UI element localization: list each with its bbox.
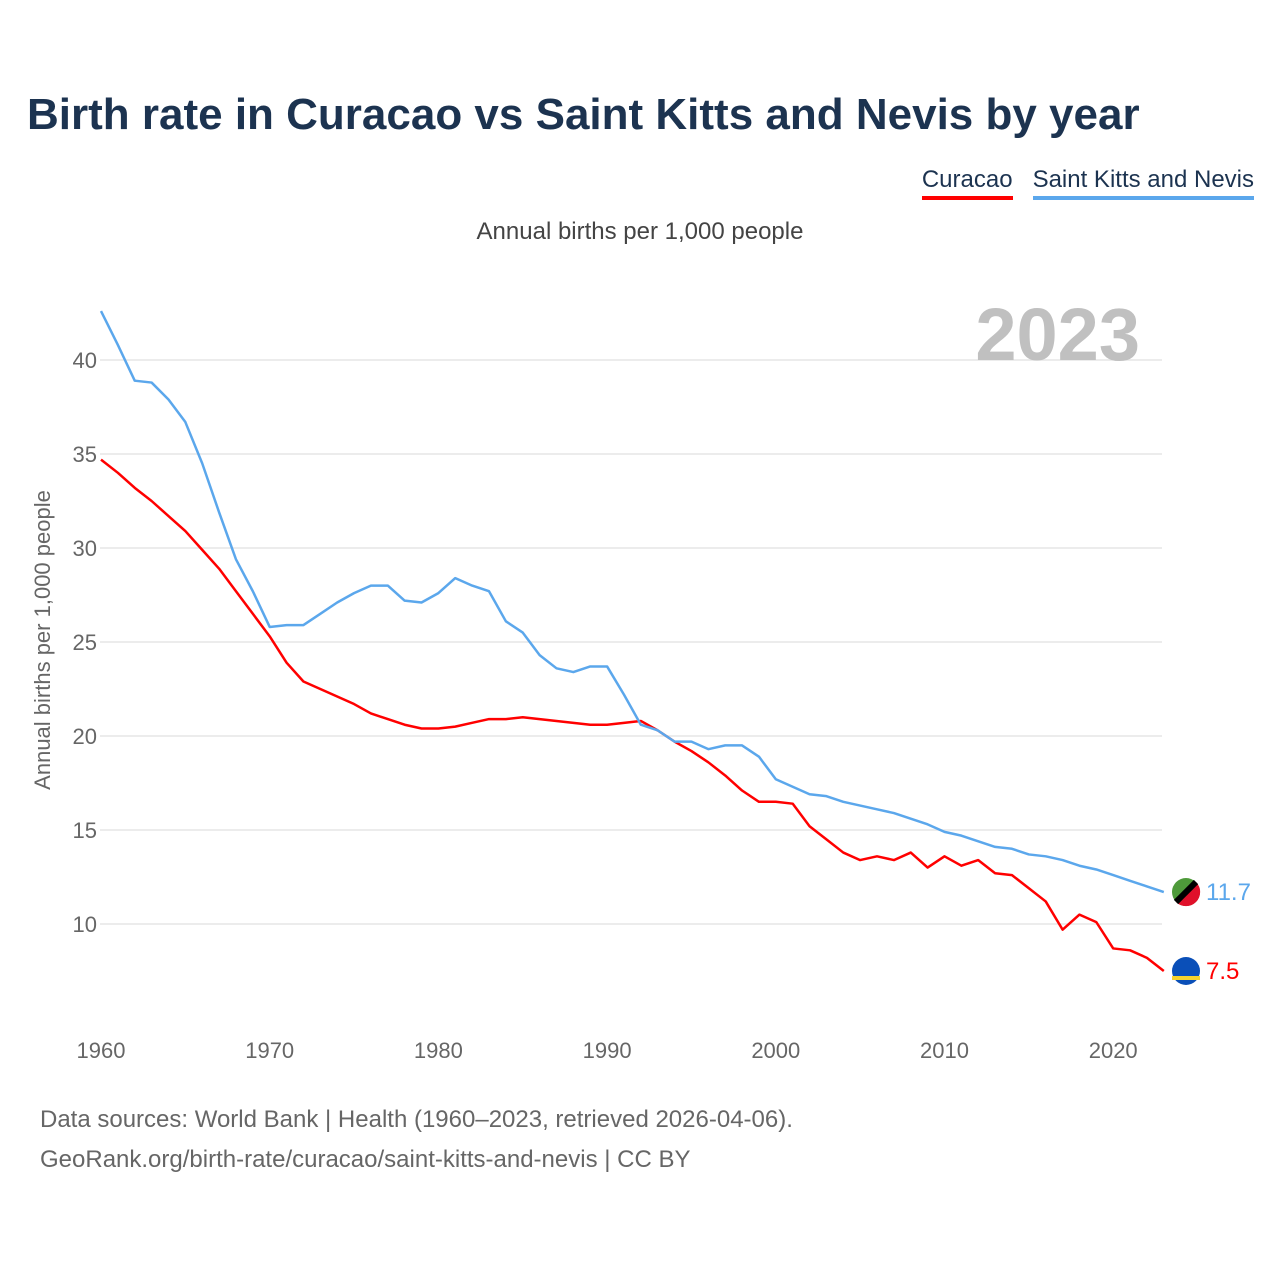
end-value-label: 7.5 bbox=[1206, 958, 1239, 985]
chart-subtitle: Annual births per 1,000 people bbox=[476, 218, 804, 245]
x-tick-label: 1980 bbox=[414, 1038, 463, 1063]
x-tick-label: 1970 bbox=[245, 1038, 294, 1063]
y-tick-label: 30 bbox=[73, 536, 97, 561]
legend: Curacao Saint Kitts and Nevis bbox=[921, 166, 1254, 200]
legend-item-curacao[interactable]: Curacao bbox=[921, 166, 1013, 200]
series-line-saint-kitts-and-nevis bbox=[99, 310, 1165, 894]
x-tick-label: 2000 bbox=[751, 1038, 800, 1063]
footer-url[interactable]: GeoRank.org/birth-rate/curacao/saint-kit… bbox=[40, 1146, 691, 1173]
y-tick-label: 15 bbox=[73, 818, 97, 843]
legend-item-saint-kitts-and-nevis[interactable]: Saint Kitts and Nevis bbox=[1032, 166, 1254, 200]
footer-sources: Data sources: World Bank | Health (1960–… bbox=[40, 1106, 793, 1133]
chart-title: Birth rate in Curacao vs Saint Kitts and… bbox=[27, 90, 1140, 139]
y-axis-label: Annual births per 1,000 people bbox=[30, 490, 55, 790]
x-tick-label: 2020 bbox=[1089, 1038, 1138, 1063]
flag-stripe bbox=[1173, 879, 1199, 905]
series-line-curacao bbox=[100, 458, 1165, 972]
end-value-label: 11.7 bbox=[1206, 879, 1251, 906]
y-tick-label: 25 bbox=[73, 630, 97, 655]
y-tick-label: 10 bbox=[73, 912, 97, 937]
year-watermark: 2023 bbox=[975, 293, 1140, 376]
flag-stripe bbox=[1172, 976, 1200, 980]
x-tick-label: 1990 bbox=[583, 1038, 632, 1063]
curacao-flag-icon bbox=[1172, 957, 1200, 985]
x-tick-label: 2010 bbox=[920, 1038, 969, 1063]
y-tick-label: 20 bbox=[73, 724, 97, 749]
y-tick-label: 35 bbox=[73, 442, 97, 467]
x-tick-label: 1960 bbox=[77, 1038, 126, 1063]
y-tick-label: 40 bbox=[73, 348, 97, 373]
